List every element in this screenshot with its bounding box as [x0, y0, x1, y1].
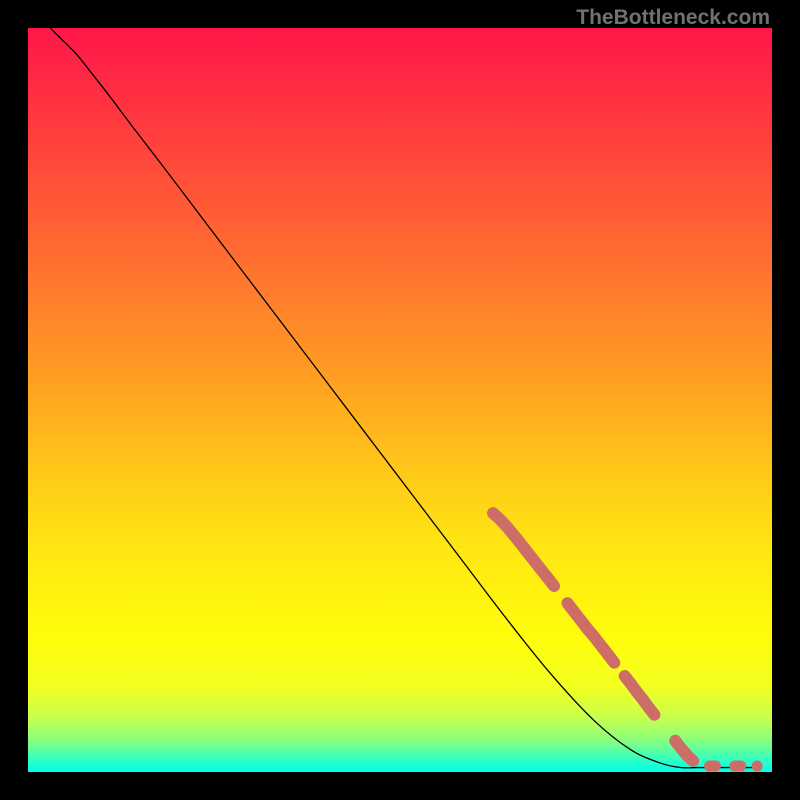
chart-stage: TheBottleneck.com [0, 0, 800, 800]
watermark-text: TheBottleneck.com [576, 6, 770, 30]
marker-dot [752, 761, 763, 772]
gradient-background [28, 28, 772, 772]
plot-svg [28, 28, 772, 772]
